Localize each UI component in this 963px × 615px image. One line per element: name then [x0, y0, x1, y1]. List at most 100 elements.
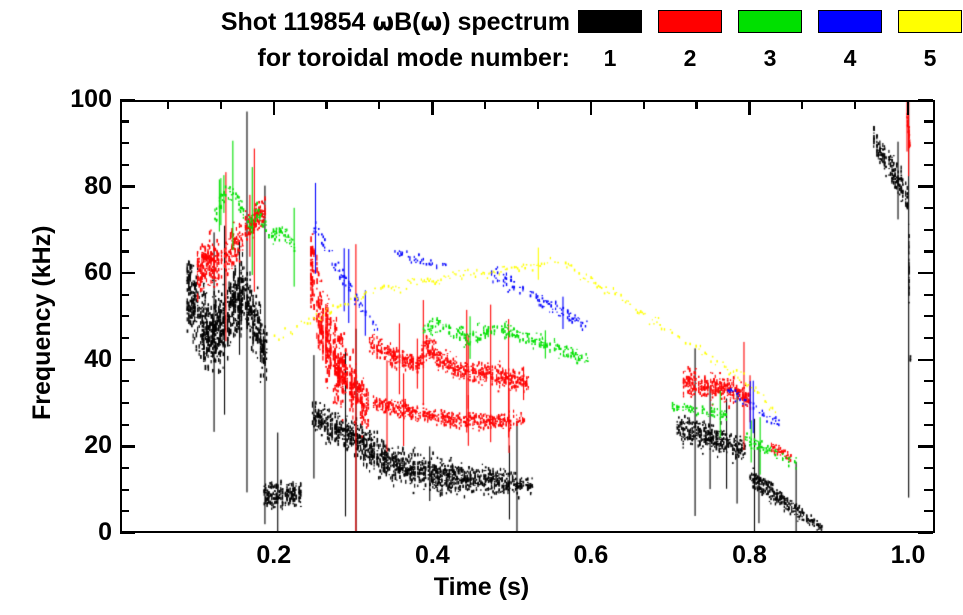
y-tick-right-15 — [923, 466, 933, 470]
x-tick-label-0.4: 0.4 — [414, 541, 450, 569]
legend: 1 2 3 4 5 — [578, 10, 962, 90]
y-tick-right-10 — [923, 488, 933, 491]
y-tick-30 — [120, 401, 129, 405]
x-tick-top-0.400 — [431, 100, 434, 115]
legend-label-1: 1 — [603, 45, 617, 71]
x-tick-label-0.2: 0.2 — [256, 541, 292, 569]
legend-label-3: 3 — [763, 45, 777, 71]
y-tick-label-20: 20 — [84, 431, 112, 460]
legend-entry-5[interactable]: 5 — [898, 10, 962, 72]
y-axis-title: Frequency (kHz) — [28, 225, 56, 420]
y-tick-right-60 — [917, 272, 933, 275]
y-tick-label-100: 100 — [70, 85, 112, 113]
y-tick-right-20 — [917, 445, 933, 448]
x-tick-label-1.0: 1.0 — [890, 541, 926, 569]
y-tick-right-30 — [923, 401, 933, 405]
y-tick-right-95 — [923, 120, 933, 123]
x-tick-top-0.600 — [589, 100, 593, 115]
y-tick-right-40 — [917, 358, 933, 361]
x-tick-top-1.000 — [906, 100, 910, 115]
y-tick-right-90 — [923, 142, 933, 145]
title-text-mid: B( — [394, 8, 421, 36]
y-tick-right-70 — [923, 228, 933, 231]
y-tick-5 — [120, 510, 129, 513]
axis-line-bottom — [120, 530, 935, 533]
y-tick-right-75 — [923, 207, 933, 210]
data-canvas — [120, 100, 935, 533]
x-tick-top-0.067 — [166, 100, 170, 109]
y-tick-70 — [120, 228, 129, 231]
y-tick-right-25 — [923, 423, 933, 426]
y-tick-label-80: 80 — [84, 171, 112, 200]
x-tick-top-0.800 — [748, 100, 751, 115]
y-tick-right-55 — [923, 293, 933, 296]
y-tick-100 — [120, 98, 135, 102]
y-tick-20 — [120, 445, 135, 448]
y-tick-0 — [120, 531, 135, 535]
x-tick-top-0.333 — [378, 100, 381, 109]
y-tick-right-5 — [923, 510, 933, 513]
y-tick-right-0 — [917, 531, 933, 535]
x-tick-top-0.933 — [853, 100, 857, 109]
y-tick-right-65 — [923, 250, 933, 253]
x-tick-label-0.6: 0.6 — [573, 541, 609, 569]
x-tick-top-0.667 — [642, 100, 645, 109]
legend-label-5: 5 — [923, 45, 937, 71]
y-tick-50 — [120, 315, 129, 318]
y-tick-10 — [120, 488, 129, 491]
title-text-pre: Shot 119854 — [220, 8, 373, 36]
title-line-2: for toroidal mode number: — [257, 44, 571, 72]
y-tick-40 — [120, 358, 135, 361]
title-line-1: Shot 119854 ωB(ω) spectrum — [0, 4, 570, 40]
x-axis-title: Time (s) — [433, 573, 530, 601]
y-tick-right-45 — [923, 336, 933, 340]
legend-entry-3[interactable]: 3 — [738, 10, 802, 72]
axis-line-top — [120, 100, 935, 103]
y-tick-65 — [120, 250, 129, 253]
y-tick-15 — [120, 466, 129, 470]
axis-line-right — [932, 100, 935, 533]
legend-swatch-3 — [738, 10, 802, 33]
x-tick-label-0.8: 0.8 — [732, 541, 767, 569]
x-tick-top-0.467 — [484, 100, 487, 109]
legend-label-2: 2 — [683, 45, 697, 71]
plot-area — [120, 98, 935, 535]
y-tick-right-85 — [923, 163, 933, 166]
y-tick-label-60: 60 — [84, 258, 112, 287]
y-tick-label-0: 0 — [98, 518, 112, 546]
y-tick-25 — [120, 423, 129, 426]
x-tick-top-0.267 — [325, 100, 328, 109]
y-tick-60 — [120, 272, 135, 275]
y-tick-55 — [120, 293, 129, 296]
y-tick-right-50 — [923, 315, 933, 318]
y-tick-label-40: 40 — [84, 344, 112, 373]
y-tick-85 — [120, 163, 129, 166]
y-tick-80 — [120, 185, 135, 188]
y-tick-right-100 — [917, 98, 933, 102]
y-tick-75 — [120, 207, 129, 210]
y-tick-right-35 — [923, 380, 933, 383]
figure-title: Shot 119854 ωB(ω) spectrum for toroidal … — [0, 4, 570, 76]
legend-entry-2[interactable]: 2 — [658, 10, 722, 72]
omega-symbol-2: ω — [420, 7, 443, 36]
title-text-post: ) spectrum — [442, 8, 570, 36]
omega-symbol-1: ω — [372, 7, 395, 36]
legend-swatch-5 — [898, 10, 962, 33]
legend-swatch-2 — [658, 10, 722, 33]
legend-entry-4[interactable]: 4 — [818, 10, 882, 72]
legend-swatch-4 — [818, 10, 882, 33]
legend-entry-1[interactable]: 1 — [578, 10, 642, 72]
y-tick-35 — [120, 380, 129, 383]
x-tick-top-0.200 — [272, 100, 275, 115]
legend-label-4: 4 — [843, 45, 857, 71]
x-tick-top-0.733 — [695, 100, 698, 109]
y-tick-95 — [120, 120, 129, 123]
y-tick-45 — [120, 336, 129, 340]
x-tick-top-0.533 — [536, 100, 540, 109]
y-tick-90 — [120, 142, 129, 145]
x-tick-top-0.867 — [801, 100, 804, 109]
legend-swatch-1 — [578, 10, 642, 33]
y-tick-right-80 — [917, 185, 933, 188]
x-tick-top-0.133 — [219, 100, 222, 109]
